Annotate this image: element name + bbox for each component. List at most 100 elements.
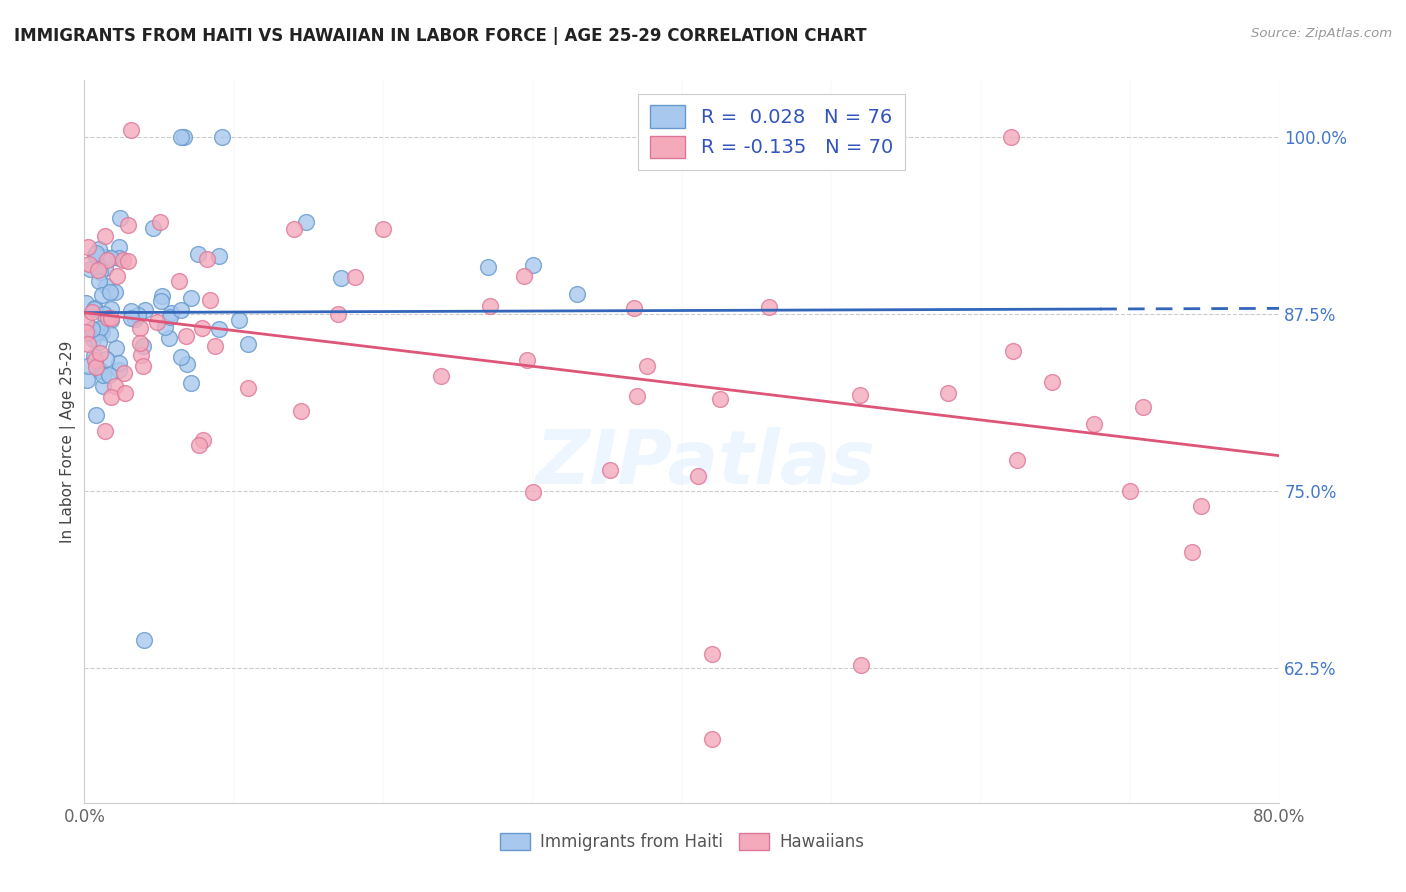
Point xyxy=(114,385,136,400)
Point xyxy=(87,262,110,277)
Point xyxy=(93,307,115,321)
Point xyxy=(96,252,118,267)
Point xyxy=(149,294,172,309)
Point xyxy=(204,339,226,353)
Point xyxy=(76,373,98,387)
Point xyxy=(295,215,318,229)
Point xyxy=(758,300,780,314)
Point xyxy=(131,348,153,362)
Point xyxy=(83,248,105,262)
Point xyxy=(567,286,589,301)
Point xyxy=(105,341,128,355)
Point xyxy=(522,259,544,273)
Point xyxy=(89,265,111,279)
Point xyxy=(79,262,101,277)
Text: IMMIGRANTS FROM HAITI VS HAWAIIAN IN LABOR FORCE | AGE 25-29 CORRELATION CHART: IMMIGRANTS FROM HAITI VS HAWAIIAN IN LAB… xyxy=(14,27,866,45)
Point xyxy=(87,323,110,337)
Point xyxy=(936,386,959,401)
Point xyxy=(142,221,165,235)
Point xyxy=(100,390,122,404)
Point xyxy=(94,261,117,276)
Point xyxy=(112,253,135,268)
Point xyxy=(87,324,110,338)
Point xyxy=(91,288,114,302)
Point xyxy=(93,424,115,438)
Point xyxy=(100,301,122,316)
Y-axis label: In Labor Force | Age 25-29: In Labor Force | Age 25-29 xyxy=(60,341,76,542)
Point xyxy=(129,321,152,335)
Point xyxy=(108,363,131,377)
Point xyxy=(75,296,97,310)
Point xyxy=(636,359,658,374)
Point xyxy=(89,275,111,289)
Point xyxy=(1189,499,1212,513)
Point xyxy=(700,647,723,661)
Point xyxy=(87,334,110,349)
Point xyxy=(89,242,111,256)
Point xyxy=(1002,344,1025,359)
Point xyxy=(110,211,132,225)
Point xyxy=(94,250,117,264)
Point xyxy=(329,271,352,285)
Point xyxy=(195,252,218,266)
Point xyxy=(159,306,181,320)
Point xyxy=(599,463,621,477)
Point xyxy=(145,315,167,329)
Point xyxy=(513,268,536,283)
Point xyxy=(1083,417,1105,432)
Point xyxy=(173,130,195,145)
Point xyxy=(157,331,180,345)
Point xyxy=(76,359,98,373)
Point xyxy=(159,310,181,324)
Point xyxy=(236,381,259,395)
Point xyxy=(120,311,142,326)
Point xyxy=(516,353,538,368)
Point xyxy=(170,130,193,145)
Point xyxy=(105,268,128,283)
Point xyxy=(1132,400,1154,414)
Point xyxy=(180,376,202,390)
Point xyxy=(187,438,209,452)
Point xyxy=(84,408,107,422)
Point xyxy=(82,333,104,347)
Point xyxy=(77,336,100,351)
Point xyxy=(170,302,193,317)
Text: ZIPatlas: ZIPatlas xyxy=(536,426,876,500)
Point xyxy=(104,379,127,393)
Text: Source: ZipAtlas.com: Source: ZipAtlas.com xyxy=(1251,27,1392,40)
Point xyxy=(97,311,120,326)
Point xyxy=(149,215,172,229)
Point xyxy=(89,321,111,335)
Point xyxy=(688,469,710,483)
Point xyxy=(89,363,111,377)
Point xyxy=(84,353,107,368)
Point xyxy=(80,305,103,319)
Point xyxy=(134,302,156,317)
Point xyxy=(86,326,108,340)
Point xyxy=(124,311,146,326)
Point xyxy=(1119,484,1142,499)
Point xyxy=(120,304,142,318)
Point xyxy=(98,326,121,341)
Point xyxy=(132,339,155,353)
Point xyxy=(127,308,149,322)
Point xyxy=(709,392,731,407)
Point xyxy=(290,404,312,418)
Point xyxy=(170,351,193,365)
Point xyxy=(91,325,114,339)
Point xyxy=(180,292,202,306)
Point xyxy=(1181,545,1204,559)
Point xyxy=(108,355,131,369)
Legend: Immigrants from Haiti, Hawaiians: Immigrants from Haiti, Hawaiians xyxy=(491,825,873,860)
Point xyxy=(117,253,139,268)
Point xyxy=(84,246,107,260)
Point xyxy=(89,345,111,359)
Point xyxy=(198,293,221,307)
Point xyxy=(100,310,122,325)
Point xyxy=(211,130,233,145)
Point xyxy=(167,274,190,288)
Point xyxy=(851,658,873,673)
Point xyxy=(83,302,105,317)
Point xyxy=(1040,375,1063,389)
Point xyxy=(623,301,645,315)
